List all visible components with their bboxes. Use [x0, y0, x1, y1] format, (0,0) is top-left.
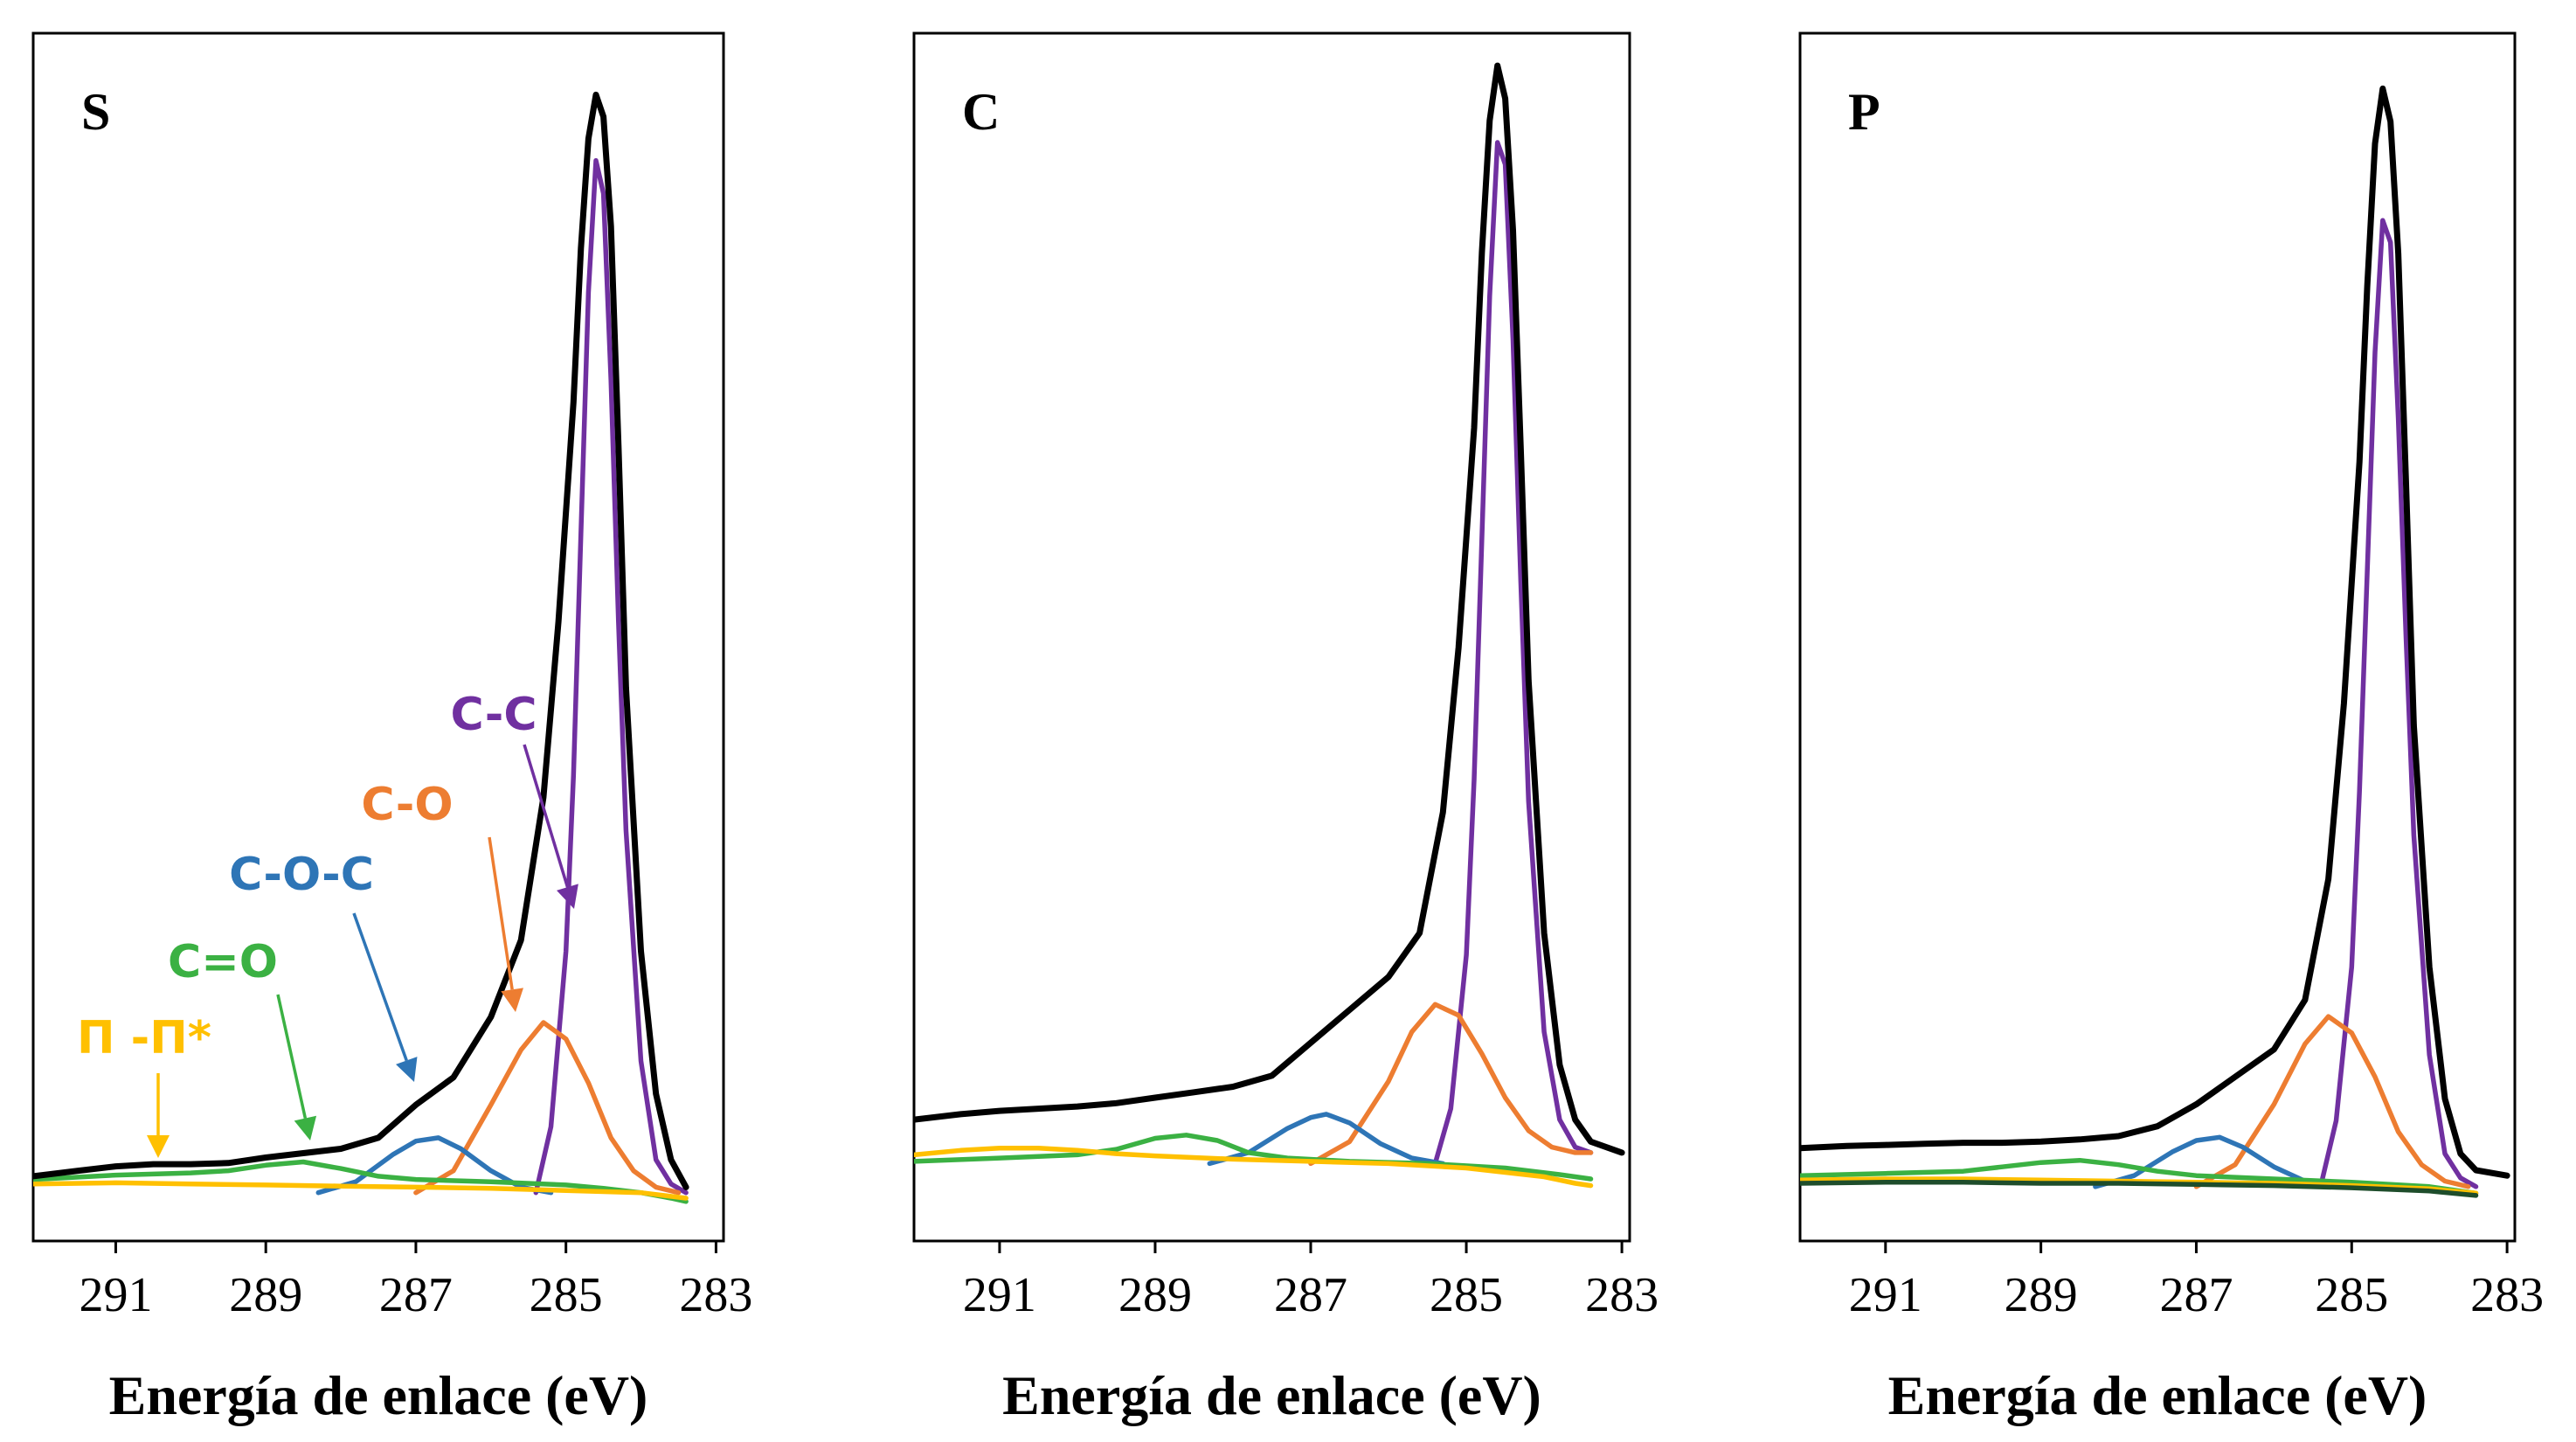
- series-line-c-o: [1800, 1157, 2479, 1196]
- panel-label: P: [1848, 83, 1880, 141]
- annotation-arrowhead-c-c: [557, 884, 578, 909]
- panel-label: S: [81, 83, 110, 141]
- series-line-envolvente: [33, 91, 689, 1190]
- x-tick-label: 285: [530, 1268, 603, 1322]
- series-line-envolvente: [1800, 85, 2510, 1179]
- x-tick-label: 287: [2159, 1268, 2233, 1322]
- annotation-arrowhead-c-o: [501, 988, 523, 1012]
- chart-panel-p: 291 289 287 285 283 Energía de enlace (eV) P: [1798, 31, 2544, 1426]
- annotation-label-c-o: C-O: [361, 779, 453, 831]
- annotation-arrowhead-c-o-c: [396, 1057, 418, 1082]
- annotation-arrow-c-o: [276, 994, 308, 1119]
- annotation-arrow-c-o-c: [352, 912, 408, 1062]
- x-tick-label: 291: [1849, 1268, 1922, 1322]
- series-line-c-o: [1308, 1002, 1594, 1167]
- series-line-c-c: [2317, 218, 2479, 1189]
- x-tick-label: 283: [679, 1268, 752, 1322]
- x-tick-label: 291: [963, 1268, 1036, 1322]
- annotation-arrowhead-pi-pi: [147, 1135, 170, 1158]
- annotation-label-pi-pi: Π -Π*: [77, 1012, 211, 1064]
- x-tick-label: 283: [2470, 1268, 2544, 1322]
- x-axis-title: Energía de enlace (eV): [1002, 1364, 1541, 1426]
- x-tick-label: 287: [1274, 1268, 1347, 1322]
- x-tick-label: 289: [1118, 1268, 1192, 1322]
- x-tick-label: 285: [2315, 1268, 2388, 1322]
- x-tick-label: 285: [1430, 1268, 1503, 1322]
- series-line-pi-pi: [914, 1146, 1594, 1189]
- annotation-arrowhead-c-o: [294, 1115, 317, 1140]
- series-line-pi-pi: [33, 1180, 689, 1201]
- series-line-c-o-c: [1207, 1112, 1446, 1167]
- x-tick-label: 291: [79, 1268, 152, 1322]
- series-line-c-o: [2193, 1014, 2471, 1189]
- x-tick-label: 289: [229, 1268, 302, 1322]
- x-axis-title: Energía de enlace (eV): [109, 1364, 648, 1426]
- panel-label: C: [962, 83, 1000, 141]
- annotation-arrow-c-c: [523, 744, 570, 888]
- x-axis-title: Energía de enlace (eV): [1888, 1364, 2427, 1426]
- series-line-c-o: [413, 1020, 682, 1196]
- annotation-label-c-o: C=O: [168, 936, 278, 988]
- series-line-c-o: [914, 1133, 1594, 1182]
- chart-panel-c: 291 289 287 285 283 Energía de enlace (eV) C: [912, 31, 1658, 1426]
- annotation-label-c-c: C-C: [450, 689, 537, 741]
- series-line-fondo: [1800, 1180, 2479, 1198]
- x-tick-label: 287: [379, 1268, 453, 1322]
- series-line-envolvente: [914, 62, 1625, 1156]
- annotation-arrow-c-o: [488, 836, 514, 990]
- chart-panel-s: 291 289 287 285 283 Energía de enlace (eV) S C-…: [31, 31, 752, 1426]
- x-tick-label: 283: [1585, 1268, 1658, 1322]
- series-line-c-c: [1432, 140, 1594, 1167]
- x-tick-label: 289: [2005, 1268, 2078, 1322]
- annotation-label-c-o-c: C-O-C: [229, 849, 374, 901]
